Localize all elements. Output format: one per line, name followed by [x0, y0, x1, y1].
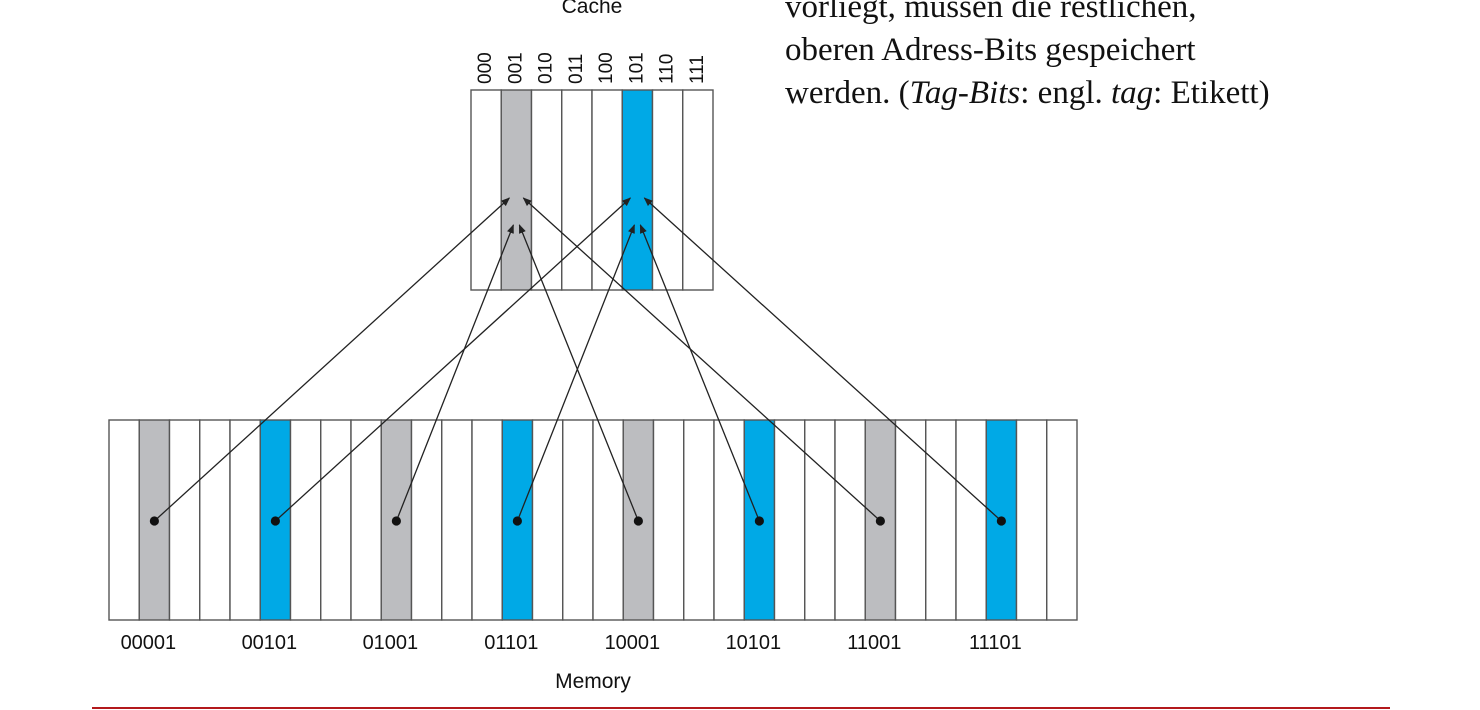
memory-cell: [1015, 419, 1048, 621]
memory-cell: [773, 419, 806, 621]
memory-cell: [592, 419, 624, 621]
italic-term: Tag-Bits: [909, 75, 1021, 111]
memory-cell: [471, 419, 503, 621]
text-segment: : Etikett): [1153, 75, 1270, 111]
arrow-11101-to-101: [643, 197, 1002, 522]
memory-cell: [1046, 419, 1078, 621]
memory-title: Memory: [555, 670, 631, 693]
memory-dot-00001: [149, 516, 159, 526]
memory-cell: [562, 419, 594, 621]
memory-dot-10001: [633, 516, 643, 526]
footer-rule: [92, 707, 1390, 709]
memory-cell: [531, 419, 564, 621]
cache-slot-label: 001: [505, 52, 526, 84]
cache-title: Cache: [562, 0, 623, 18]
memory-cell: [350, 419, 382, 621]
memory-address-label: 10001: [605, 632, 661, 654]
arrow-01101-to-101: [516, 224, 635, 522]
mapping-arrows: [149, 197, 1006, 526]
cache-slot-label: 100: [596, 52, 617, 84]
memory-cell: [441, 419, 473, 621]
memory-cell: [320, 419, 352, 621]
text-line: werden. (Tag-Bits: engl. tag: Etikett): [785, 72, 1425, 115]
memory-dot-00101: [270, 516, 280, 526]
cache-slot-010: [530, 89, 563, 291]
cache-block: 000 001 010 011 100 101 110 111: [470, 52, 714, 291]
memory-dot-11001: [875, 516, 885, 526]
arrow-00101-to-101: [274, 197, 632, 522]
memory-cell: [108, 419, 140, 621]
text-segment: vorliegt, müssen die restlichen,: [785, 0, 1197, 25]
memory-cell: [894, 419, 927, 621]
memory-address-label: 00101: [242, 632, 298, 654]
cache-slot-110: [651, 89, 684, 291]
cache-slot-label: 010: [536, 52, 557, 84]
cache-slot-label: 110: [657, 54, 678, 84]
text-segment: werden. (: [785, 75, 910, 111]
italic-term: tag: [1111, 75, 1154, 111]
arrow-10001-to-001: [518, 224, 639, 522]
memory-dot-01101: [512, 516, 522, 526]
memory-cell: [229, 419, 261, 621]
memory-cell: [925, 419, 957, 621]
memory-cell: [289, 419, 322, 621]
memory-cell: [955, 419, 987, 621]
slide-body-text: vorliegt, müssen die restlichen, oberen A…: [785, 0, 1425, 115]
memory-cell: [804, 419, 836, 621]
memory-cell: [652, 419, 685, 621]
memory-address-label: 01001: [363, 632, 419, 654]
memory-address-label: 11001: [847, 632, 901, 654]
text-line: vorliegt, müssen die restlichen,: [785, 0, 1425, 29]
memory-cell: [683, 419, 715, 621]
memory-block: 00001 00101 01001 01101 10001 10101 11001 11101: [108, 419, 1078, 654]
cache-slot-label: 101: [626, 52, 647, 84]
memory-dot-01001: [391, 516, 401, 526]
memory-cell: [199, 419, 231, 621]
text-line: oberen Adress-Bits gespeichert: [785, 29, 1425, 72]
memory-address-label: 10101: [726, 632, 782, 654]
memory-dot-10101: [754, 516, 764, 526]
memory-address-label: 01101: [484, 632, 538, 654]
memory-dot-11101: [996, 516, 1006, 526]
arrow-11001-to-001: [522, 197, 881, 522]
arrow-10101-to-101: [639, 224, 760, 522]
text-segment: oberen Adress-Bits gespeichert: [785, 32, 1196, 68]
cache-slot-111: [682, 89, 714, 291]
arrow-00001-to-001: [153, 197, 511, 522]
cache-slot-label: 111: [687, 55, 708, 84]
cache-slot-001: [500, 89, 533, 291]
cache-slot-101: [621, 89, 654, 291]
cache-slot-100: [591, 89, 623, 291]
memory-cell: [834, 419, 866, 621]
cache-slot-label: 011: [566, 54, 587, 84]
cache-slot-011: [561, 89, 593, 291]
memory-cell: [410, 419, 443, 621]
memory-cell: [713, 419, 745, 621]
cache-slot-label: 000: [475, 52, 496, 84]
memory-cell: [168, 419, 201, 621]
cache-slot-000: [470, 89, 502, 291]
text-segment: : engl.: [1020, 75, 1111, 111]
memory-address-label: 00001: [121, 632, 177, 654]
memory-address-label: 11101: [969, 632, 1022, 654]
arrow-01001-to-001: [395, 224, 514, 522]
